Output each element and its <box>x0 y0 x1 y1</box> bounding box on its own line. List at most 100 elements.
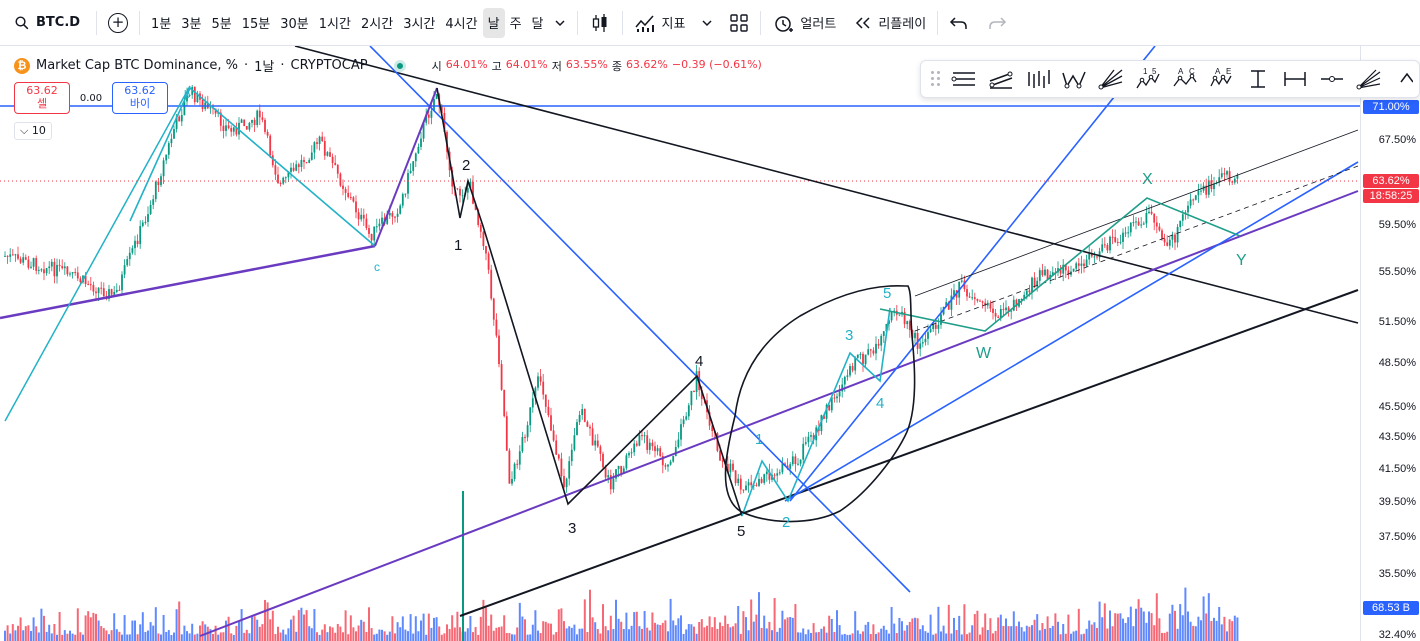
interval-1m[interactable]: 1분 <box>151 17 172 32</box>
interval-3m[interactable]: 3분 <box>181 17 202 32</box>
grip-icon[interactable] <box>931 71 941 87</box>
interval-month[interactable]: 달 <box>531 17 544 32</box>
trendline-blue-descending[interactable] <box>369 46 911 593</box>
market-status-icon[interactable] <box>393 59 406 72</box>
candle-body <box>531 398 534 408</box>
price-range-icon[interactable] <box>1282 65 1309 93</box>
volume-bar <box>968 632 971 641</box>
price-chart[interactable]: b c 2 1 3 4 5 1 2 3 4 5 W X Y <box>0 46 1360 641</box>
parallel-channel-icon[interactable] <box>951 65 978 93</box>
interval-4h[interactable]: 4시간 <box>445 17 478 32</box>
candle-body <box>381 217 383 224</box>
volume-bar <box>524 619 526 641</box>
trendline-black-ascending[interactable] <box>459 289 1359 617</box>
fib-speed-icon[interactable] <box>1355 65 1382 93</box>
chart-type-button[interactable] <box>584 8 616 38</box>
wave-label-b: b <box>184 89 190 101</box>
candle-body <box>35 258 38 271</box>
candle-body <box>477 209 480 225</box>
candle-body <box>201 99 204 110</box>
alert-button[interactable]: 얼러트 <box>767 8 841 38</box>
interval-5m[interactable]: 5분 <box>211 17 232 32</box>
indicators-collapse-button[interactable]: ⌵ 10 <box>14 122 52 140</box>
ray-icon[interactable] <box>1319 65 1346 93</box>
volume-bar <box>492 630 495 641</box>
volume-bar <box>862 631 864 641</box>
candle-body <box>500 364 503 390</box>
candle-body <box>966 289 968 297</box>
symbol-search[interactable]: BTC.D <box>0 15 90 31</box>
replay-button[interactable]: 리플레이 <box>849 8 931 38</box>
disjoint-channel-icon[interactable] <box>1061 65 1088 93</box>
wave-label-W: W <box>976 345 992 362</box>
volume-bar <box>966 634 968 641</box>
candle-body <box>607 475 610 478</box>
undo-button[interactable] <box>944 8 974 38</box>
interval-1h[interactable]: 1시간 <box>318 17 351 32</box>
candle-body <box>924 338 927 343</box>
more-icon[interactable] <box>1392 65 1419 93</box>
wave-cyan-impulse[interactable] <box>741 307 891 517</box>
indicators-button[interactable]: 지표 <box>629 8 691 38</box>
candle-body <box>1187 205 1189 213</box>
indicators-dropdown[interactable] <box>696 8 718 38</box>
volume-bar <box>849 634 851 641</box>
volume-bar <box>456 611 459 641</box>
trendline-purple-lower[interactable] <box>0 244 376 320</box>
volume-bar <box>22 630 25 641</box>
legend-interval: 1날 <box>254 60 275 75</box>
wave-purple-up[interactable] <box>374 87 438 247</box>
layouts-button[interactable] <box>724 8 754 38</box>
volume-bar <box>942 625 945 641</box>
candle-body <box>1129 222 1132 233</box>
volume-bar <box>929 614 932 641</box>
date-range-icon[interactable] <box>1245 65 1272 93</box>
interval-dropdown[interactable] <box>549 8 571 38</box>
trendline-cyan-left[interactable] <box>4 85 191 422</box>
wave-black-impulse[interactable] <box>436 87 743 517</box>
interval-15m[interactable]: 15분 <box>241 17 271 32</box>
flat-top-bottom-icon[interactable] <box>1024 65 1051 93</box>
candle-body <box>903 311 906 325</box>
legend-title[interactable]: Market Cap BTC Dominance, % <box>36 58 239 73</box>
trendline-black-descending[interactable] <box>294 46 1359 324</box>
volume-bar <box>700 619 703 641</box>
volume-bar <box>58 612 61 641</box>
candle-body <box>193 86 196 103</box>
candle-body <box>40 269 43 271</box>
price-axis[interactable]: 71.00% 67.50% 63.62% 18:58:25 59.50% 55.… <box>1360 46 1420 641</box>
interval-week[interactable]: 주 <box>509 17 522 32</box>
volume-bar <box>828 615 831 641</box>
sell-button[interactable]: 63.62 셀 <box>14 82 70 114</box>
pitchfork-icon[interactable] <box>1098 65 1125 93</box>
channel-upper-thin[interactable] <box>914 129 1359 297</box>
volume-bar <box>487 625 490 641</box>
interval-day[interactable]: 날 <box>482 7 505 38</box>
hand-drawn-circle[interactable] <box>724 284 916 523</box>
volume-bar <box>908 621 911 641</box>
wave-abc-cyan[interactable] <box>129 86 376 247</box>
candle-body <box>297 164 300 168</box>
interval-2h[interactable]: 2시간 <box>360 17 394 32</box>
candle-body <box>758 478 760 486</box>
interval-3h[interactable]: 3시간 <box>403 17 436 32</box>
trendline-blue-steep[interactable] <box>789 46 1156 502</box>
regression-trend-icon[interactable] <box>987 65 1014 93</box>
buy-button[interactable]: 63.62 바이 <box>112 82 168 114</box>
candle-body <box>550 415 552 431</box>
compare-add-button[interactable]: + <box>103 8 133 38</box>
trendline-blue-channel[interactable] <box>784 161 1359 502</box>
wave-label-cyan-5: 5 <box>883 285 891 302</box>
volume-bar <box>446 624 448 641</box>
channel-mid-dashed[interactable] <box>914 165 1359 332</box>
volume-bar <box>719 622 721 641</box>
interval-30m[interactable]: 30분 <box>280 17 309 32</box>
trendline-purple-main[interactable] <box>199 190 1359 637</box>
chart-pane[interactable]: b c 2 1 3 4 5 1 2 3 4 5 W X Y <box>0 46 1360 641</box>
candle-body <box>711 425 714 431</box>
wave-green-wxy[interactable] <box>879 197 1241 332</box>
redo-button[interactable] <box>982 8 1012 38</box>
